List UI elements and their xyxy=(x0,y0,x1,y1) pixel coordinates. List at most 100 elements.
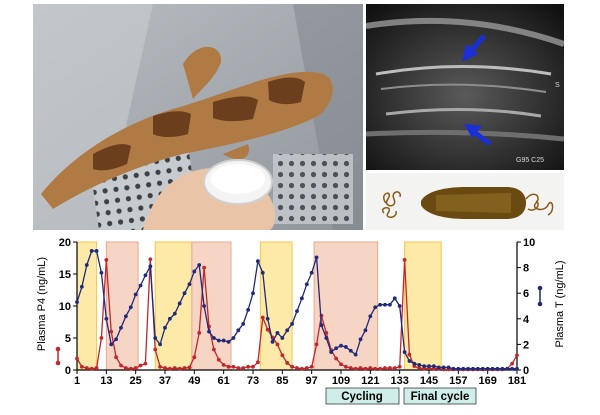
p4-data-point xyxy=(123,366,128,370)
t-data-point xyxy=(451,366,456,371)
p4-data-point xyxy=(128,366,133,371)
t-data-point xyxy=(510,366,515,371)
x-tick-label: 37 xyxy=(159,375,171,387)
t-data-point xyxy=(397,304,402,308)
p4-data-point xyxy=(99,336,104,340)
shark-photo-drawing xyxy=(33,4,363,230)
y-left-tick-label: 5 xyxy=(65,333,71,345)
x-tick-label: 97 xyxy=(306,375,318,387)
p4-data-point xyxy=(202,265,207,270)
cycling-legend-box xyxy=(325,387,400,405)
t-data-point xyxy=(133,292,138,297)
y-axis-right-label: Plasma T (ng/mL) xyxy=(554,260,566,347)
t-data-point xyxy=(290,322,295,326)
p4-data-point xyxy=(94,366,99,370)
t-data-point xyxy=(324,336,329,340)
t-data-point xyxy=(99,270,104,275)
t-data-point xyxy=(431,364,436,369)
t-data-point xyxy=(138,283,143,288)
p4-data-point xyxy=(363,366,368,371)
t-data-point xyxy=(471,366,475,371)
t-data-point xyxy=(461,366,466,371)
y-left-tick-label: 10 xyxy=(59,301,71,313)
t-data-point xyxy=(89,249,94,253)
y-right-tick-label: 6 xyxy=(523,288,529,300)
p4-data-point xyxy=(392,366,397,370)
t-data-point xyxy=(319,323,324,328)
t-data-point xyxy=(275,330,280,335)
p4-data-point xyxy=(158,364,163,369)
t-data-point xyxy=(231,336,236,340)
p4-data-point xyxy=(265,327,270,332)
x-tick-label: 109 xyxy=(332,375,350,387)
p4-data-point xyxy=(177,366,182,371)
t-data-point xyxy=(255,259,260,264)
x-tick-label: 73 xyxy=(247,375,259,387)
p4-data-point xyxy=(241,366,246,370)
p4-data-point xyxy=(407,352,412,357)
p4-data-point xyxy=(397,364,402,369)
t-data-point xyxy=(495,366,500,371)
t-data-point xyxy=(216,338,221,343)
follicular-band xyxy=(404,241,442,371)
p4-data-point xyxy=(236,366,241,370)
t-data-point xyxy=(226,339,231,344)
t-data-point xyxy=(314,255,319,260)
follicular-band xyxy=(76,241,98,371)
x-tick-label: 49 xyxy=(188,375,200,387)
p4-data-point xyxy=(246,364,251,369)
p4-data-point xyxy=(510,361,515,366)
p4-data-point xyxy=(334,356,339,361)
p4-data-point xyxy=(114,355,119,360)
p4-legend-marker xyxy=(55,346,61,366)
t-data-point xyxy=(177,301,182,306)
t-data-point xyxy=(480,366,485,371)
x-tick-label: 25 xyxy=(130,375,142,387)
t-data-point xyxy=(182,291,187,296)
y-right-tick-label: 2 xyxy=(523,339,529,351)
y-right-tick-label: 8 xyxy=(523,263,529,275)
t-data-point xyxy=(309,270,314,275)
hormone-chart-svg: 1 13 25 37 49 61 73 85 97 109 121 133 145 157 169 18105… xyxy=(36,237,566,405)
ultrasound-drawing xyxy=(366,4,564,170)
p4-data-point xyxy=(79,364,84,369)
t-data-point xyxy=(348,348,353,353)
t-data-point xyxy=(422,364,427,369)
p4-data-point xyxy=(251,364,255,369)
t-data-point xyxy=(221,338,226,343)
t-data-point xyxy=(211,336,216,340)
y-right-tick-label: 10 xyxy=(523,237,535,249)
t-data-point xyxy=(75,300,79,305)
luteal-band xyxy=(313,241,379,371)
t-data-point xyxy=(339,343,343,348)
t-data-point xyxy=(490,366,495,371)
t-data-point xyxy=(270,339,275,344)
luteal-band xyxy=(105,241,139,371)
y-axis-left-label: Plasma P4 (ng/mL) xyxy=(36,257,48,351)
p4-data-point xyxy=(211,347,216,352)
p4-data-point xyxy=(226,364,231,369)
p4-data-point xyxy=(343,364,348,369)
p4-data-point xyxy=(383,366,387,370)
t-data-point xyxy=(515,366,519,371)
p4-data-point xyxy=(275,342,280,347)
x-tick-label: 85 xyxy=(276,375,288,387)
t-data-point xyxy=(197,263,202,267)
t-data-point xyxy=(285,328,290,333)
t-data-point xyxy=(167,316,172,321)
t-data-point xyxy=(363,328,368,333)
p4-data-point xyxy=(104,258,109,262)
p4-data-point xyxy=(221,362,226,367)
t-data-point xyxy=(329,350,334,354)
shark-photo xyxy=(33,4,363,230)
p4-data-point xyxy=(314,342,319,347)
t-data-point xyxy=(123,314,128,319)
p4-data-point xyxy=(148,257,153,262)
p4-data-point xyxy=(182,366,187,370)
x-tick-label: 169 xyxy=(478,375,496,387)
p4-data-point xyxy=(172,366,177,370)
t-data-point xyxy=(368,314,373,319)
p4-data-point xyxy=(304,366,309,370)
p4-data-point xyxy=(231,364,236,369)
p4-data-point xyxy=(75,356,79,361)
